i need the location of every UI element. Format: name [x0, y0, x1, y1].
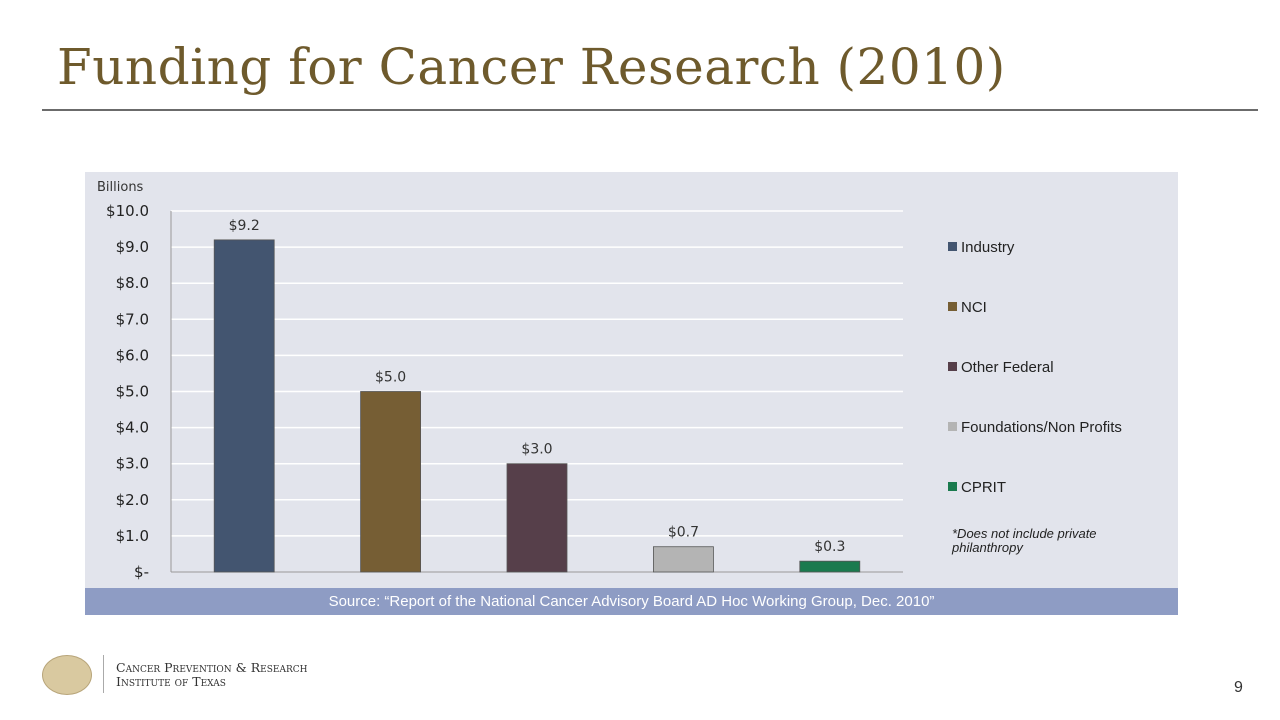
- bar-cprit: [799, 560, 861, 573]
- y-tick-label: $9.0: [116, 238, 149, 256]
- org-line-2: Institute of Texas: [116, 674, 226, 689]
- legend-item: CPRIT: [948, 479, 1006, 496]
- data-label: $0.3: [814, 539, 845, 555]
- y-tick-label: $7.0: [116, 310, 149, 328]
- bar-nci: [360, 391, 422, 573]
- y-tick-label: $4.0: [116, 419, 149, 437]
- legend-label: CPRIT: [961, 479, 1006, 496]
- state-seal-logo: [42, 655, 92, 695]
- legend-swatch: [948, 302, 957, 311]
- legend-swatch: [948, 362, 957, 371]
- y-tick-label: $5.0: [116, 383, 149, 401]
- legend-item: Other Federal: [948, 359, 1054, 376]
- y-tick-label: $6.0: [116, 346, 149, 364]
- legend-label: Foundations/Non Profits: [961, 419, 1122, 436]
- title-divider: [42, 109, 1258, 111]
- legend-label: NCI: [961, 299, 987, 316]
- legend-item: Foundations/Non Profits: [948, 419, 1122, 436]
- legend-label: Industry: [961, 239, 1015, 256]
- slide-title: Funding for Cancer Research (2010): [57, 38, 1006, 96]
- y-tick-label: $-: [134, 563, 149, 581]
- organization-name: Cancer Prevention & Research Institute o…: [116, 661, 307, 689]
- logo-divider: [103, 655, 104, 693]
- source-caption: Source: “Report of the National Cancer A…: [85, 588, 1178, 615]
- data-label: $9.2: [229, 218, 260, 234]
- legend-item: Industry: [948, 239, 1014, 256]
- bar-industry: [213, 239, 275, 573]
- footnote: *Does not include private philanthropy: [952, 526, 1097, 555]
- data-label: $3.0: [521, 442, 552, 458]
- legend-label: Other Federal: [961, 359, 1054, 376]
- y-axis-label: Billions: [97, 180, 144, 195]
- y-tick-label: $10.0: [106, 202, 149, 220]
- legend-swatch: [948, 422, 957, 431]
- y-tick-label: $3.0: [116, 455, 149, 473]
- data-label: $0.7: [668, 525, 699, 541]
- bar-foundations-non-profits: [653, 546, 714, 573]
- legend-swatch: [948, 482, 957, 491]
- y-tick-label: $1.0: [116, 527, 149, 545]
- page-number: 9: [1234, 679, 1243, 696]
- legend-item: NCI: [948, 299, 987, 316]
- data-label: $5.0: [375, 370, 406, 386]
- legend-swatch: [948, 242, 957, 251]
- bar-other-federal: [506, 463, 568, 573]
- org-line-1: Cancer Prevention & Research: [116, 660, 308, 675]
- y-tick-label: $8.0: [116, 274, 149, 292]
- y-tick-label: $2.0: [116, 491, 149, 509]
